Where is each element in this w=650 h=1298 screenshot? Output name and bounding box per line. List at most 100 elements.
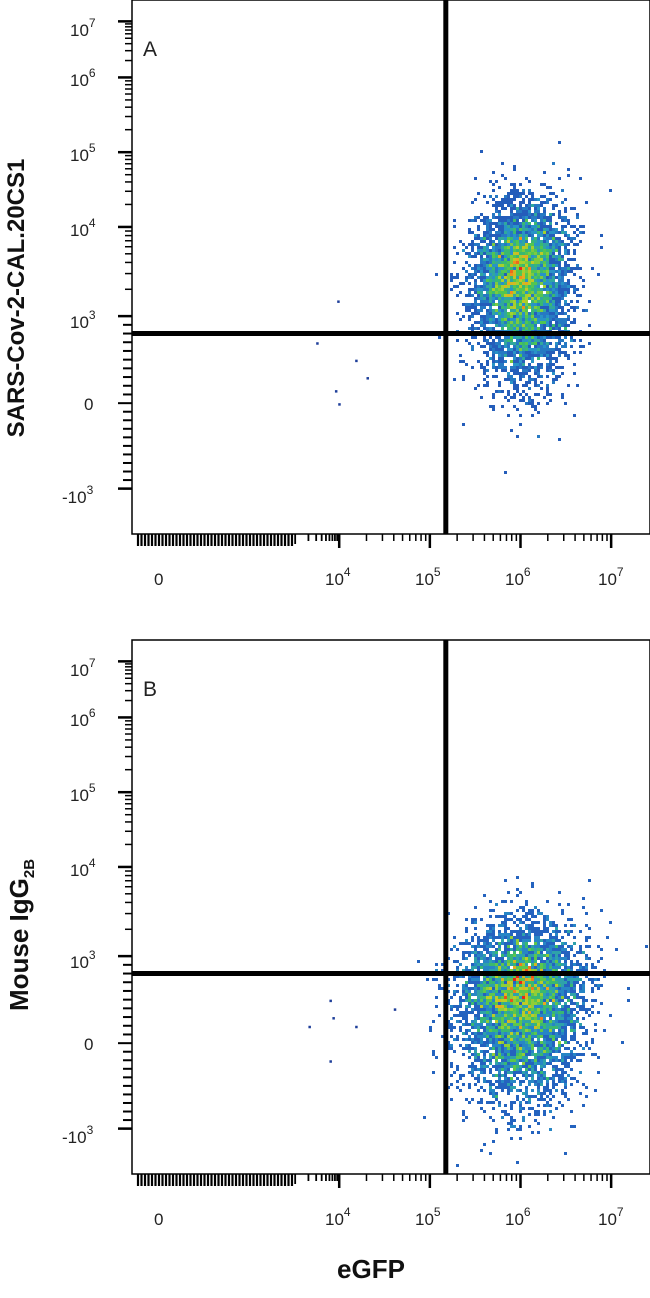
density-bin [558, 1041, 561, 1044]
density-bin [510, 303, 513, 306]
density-bin [504, 969, 507, 972]
density-bin [540, 228, 543, 231]
density-bin [537, 984, 540, 987]
density-bin [495, 1032, 498, 1035]
density-bin [552, 1095, 555, 1098]
density-bin [474, 270, 477, 273]
density-bin [543, 240, 546, 243]
density-bin [498, 1008, 501, 1011]
density-bin [567, 996, 570, 999]
density-bin [522, 984, 525, 987]
density-bin [525, 999, 528, 1002]
density-bin [513, 1044, 516, 1047]
density-bin [507, 963, 510, 966]
density-bin [549, 234, 552, 237]
density-bin [546, 276, 549, 279]
density-bin [504, 1038, 507, 1041]
density-bin [615, 948, 618, 951]
density-bin [486, 984, 489, 987]
density-bin [504, 915, 507, 918]
density-bin [492, 1023, 495, 1026]
density-bin [513, 987, 516, 990]
density-bin [543, 1092, 546, 1095]
density-bin [465, 1047, 468, 1050]
density-bin [546, 1038, 549, 1041]
density-bin [588, 957, 591, 960]
density-bin [528, 222, 531, 225]
density-bin [543, 282, 546, 285]
density-bin [540, 312, 543, 315]
density-bin [516, 348, 519, 351]
panel-a-density-cloud [435, 141, 612, 474]
density-bin [477, 1041, 480, 1044]
density-bin [486, 1101, 489, 1104]
density-bin [534, 231, 537, 234]
density-bin [525, 987, 528, 990]
density-bin [486, 222, 489, 225]
density-bin [492, 264, 495, 267]
density-bin [540, 216, 543, 219]
density-bin [558, 285, 561, 288]
density-bin [486, 957, 489, 960]
density-bin [519, 990, 522, 993]
density-bin [564, 1038, 567, 1041]
density-bin [531, 1059, 534, 1062]
density-bin [495, 966, 498, 969]
density-bin [501, 363, 504, 366]
density-bin [504, 219, 507, 222]
density-bin [561, 1023, 564, 1026]
density-bin [555, 327, 558, 330]
density-bin [522, 261, 525, 264]
density-bin [492, 993, 495, 996]
density-bin [498, 1011, 501, 1014]
density-bin [552, 279, 555, 282]
density-bin [561, 936, 564, 939]
density-bin [546, 303, 549, 306]
density-bin [540, 1059, 543, 1062]
density-bin [543, 996, 546, 999]
density-bin [423, 1116, 426, 1119]
density-bin [516, 210, 519, 213]
density-bin [501, 225, 504, 228]
density-bin [588, 936, 591, 939]
density-bin [522, 192, 525, 195]
density-bin [510, 375, 513, 378]
density-bin [516, 933, 519, 936]
density-bin [561, 321, 564, 324]
density-bin [516, 939, 519, 942]
density-bin [507, 1032, 510, 1035]
density-bin [468, 1065, 471, 1068]
density-bin [552, 267, 555, 270]
density-bin [537, 285, 540, 288]
density-bin [474, 957, 477, 960]
density-bin [555, 930, 558, 933]
density-bin [456, 1164, 459, 1167]
density-bin [570, 258, 573, 261]
density-bin [555, 255, 558, 258]
density-bin [504, 1035, 507, 1038]
density-bin [492, 1092, 495, 1095]
density-bin [555, 228, 558, 231]
density-bin [516, 291, 519, 294]
density-bin [522, 354, 525, 357]
density-bin [579, 1071, 582, 1074]
density-bin [552, 264, 555, 267]
density-bin [480, 309, 483, 312]
density-bin [483, 270, 486, 273]
density-bin [504, 1017, 507, 1020]
density-bin [561, 1053, 564, 1056]
density-bin [540, 1014, 543, 1017]
density-bin [546, 1020, 549, 1023]
density-bin [543, 1038, 546, 1041]
density-bin [474, 303, 477, 306]
density-bin [471, 1068, 474, 1071]
density-bin [492, 1026, 495, 1029]
density-bin [507, 975, 510, 978]
density-bin [495, 264, 498, 267]
density-bin [474, 1032, 477, 1035]
density-bin [516, 981, 519, 984]
density-bin [579, 339, 582, 342]
density-bin [462, 315, 465, 318]
density-bin [534, 948, 537, 951]
x-axis-title: eGFP [337, 1254, 405, 1284]
